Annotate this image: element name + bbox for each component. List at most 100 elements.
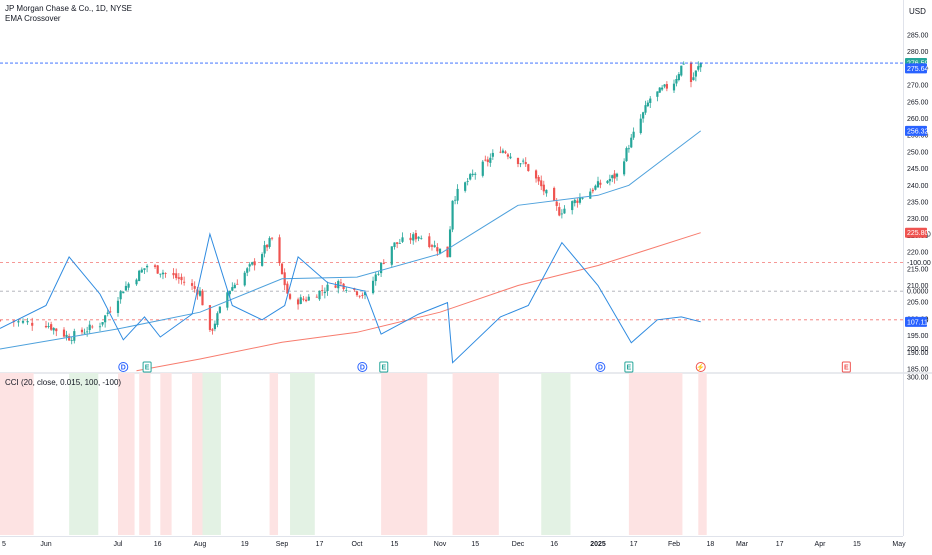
candle-body [578, 197, 582, 203]
candle-body [143, 268, 146, 270]
cci-zone-red [452, 373, 499, 535]
candle-body [138, 270, 141, 282]
candle-body [436, 247, 439, 252]
time-axis-label: 17 [316, 541, 324, 548]
dividend-marker[interactable] [118, 362, 129, 372]
candle-body [689, 62, 693, 82]
candle-body [305, 299, 308, 302]
candle-body [661, 87, 664, 90]
time-axis-label: May [892, 541, 906, 548]
candle-body [677, 74, 680, 81]
candle-body [519, 163, 522, 165]
price-tick-label: 260.00 [907, 116, 929, 123]
candle-body [265, 244, 269, 248]
candle-body [286, 283, 289, 294]
candle-body [193, 286, 196, 289]
candle-body [630, 137, 633, 148]
candle-body [251, 262, 254, 265]
candle-body [172, 273, 175, 276]
flash-marker[interactable] [695, 362, 706, 372]
candle-body [268, 238, 271, 247]
candle-body [632, 131, 635, 138]
dividend-marker-label: D [360, 365, 365, 372]
candle-body [646, 102, 649, 107]
candle-body [611, 175, 614, 179]
time-axis-label: Oct [352, 541, 363, 548]
earnings-marker[interactable] [841, 361, 851, 373]
candle-body [326, 284, 329, 292]
cci-tag-label: 107.11 [907, 319, 928, 326]
candle-body [481, 161, 484, 176]
earnings-marker-label: E [145, 365, 150, 372]
cci-legend[interactable]: CCI (20, close, 0.015, 100, -100) [5, 378, 122, 387]
price-tag [905, 63, 927, 74]
earnings-marker[interactable] [142, 361, 152, 373]
candle-body [537, 176, 540, 182]
candle-body [153, 265, 157, 267]
candle-body [644, 105, 647, 113]
candle-body [307, 296, 310, 301]
candle-body [83, 332, 86, 334]
time-axis-label: Mar [736, 541, 749, 548]
candle-body [613, 173, 616, 179]
earnings-marker[interactable] [624, 361, 634, 373]
candle-body [474, 173, 477, 175]
candle-body [288, 294, 292, 299]
price-tick-label: 220.00 [907, 250, 929, 257]
candle-body [62, 329, 66, 337]
candle-body [70, 340, 73, 341]
candle-body [471, 173, 474, 175]
flash-marker-label: ⚡ [696, 363, 705, 372]
candle-body [109, 311, 112, 313]
symbol-legend[interactable]: JP Morgan Chase & Co., 1D, NYSE [5, 4, 133, 13]
candle-body [499, 151, 502, 153]
candle-body [486, 159, 489, 163]
candle-body [491, 152, 494, 157]
currency-label[interactable]: USD [909, 7, 926, 16]
candle-body [656, 91, 659, 97]
time-axis-label: 17 [630, 541, 638, 548]
candle-body [589, 191, 592, 199]
candle-body [692, 77, 695, 81]
candle-body [119, 291, 122, 300]
price-tick-label: 190.00 [907, 350, 929, 357]
cci-zone-red [192, 373, 204, 535]
candle-body [591, 189, 594, 192]
candle-body [140, 269, 143, 273]
candle-body [216, 313, 219, 325]
candle-body [522, 160, 525, 162]
candle-body [456, 188, 459, 201]
cci-line [0, 232, 701, 364]
indicator-legend[interactable]: EMA Crossover [5, 14, 61, 23]
candle-body [91, 326, 94, 328]
candle-body [263, 245, 266, 254]
dividend-marker[interactable] [357, 362, 368, 372]
candle-body [296, 299, 300, 305]
candle-body [464, 182, 467, 191]
candle-body [86, 331, 89, 333]
candle-body [573, 199, 576, 204]
cci-zone-red [139, 373, 151, 535]
dividend-marker[interactable] [595, 362, 606, 372]
candle-body [345, 290, 348, 291]
earnings-marker[interactable] [379, 361, 389, 373]
price-tick-label: 240.00 [907, 183, 929, 190]
cci-zone-red [0, 373, 34, 535]
candle-body [534, 170, 538, 179]
cci-tag [905, 316, 927, 327]
candle-body [198, 290, 202, 296]
candle-body [417, 236, 420, 239]
candle-body [183, 281, 186, 283]
candle-body [159, 273, 162, 275]
candle-body [371, 280, 375, 294]
candle-body [374, 274, 377, 282]
candle-body [122, 291, 125, 294]
candle-body [672, 83, 676, 91]
candle-body [581, 197, 584, 199]
price-tick-label: 215.00 [907, 266, 929, 273]
candle-body [576, 200, 579, 203]
candle-body [363, 292, 367, 296]
candle-body [253, 261, 256, 266]
